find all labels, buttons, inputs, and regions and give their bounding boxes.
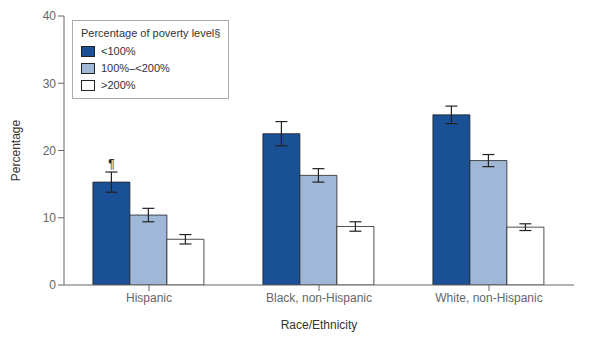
svg-text:30: 30 (43, 77, 57, 91)
svg-text:Percentage: Percentage (9, 119, 23, 181)
html-text:<100%: <100% (101, 45, 136, 57)
svg-text:10: 10 (43, 211, 57, 225)
svg-text:Race/Ethnicity: Race/Ethnicity (281, 318, 358, 332)
html-text:100%–<200%: 100%–<200% (101, 62, 170, 74)
html-text:Percentage of poverty level§: Percentage of poverty level§ (81, 27, 221, 39)
html-text:>200%: >200% (101, 79, 136, 91)
svg-text:0: 0 (49, 278, 56, 292)
svg-text:White, non-Hispanic: White, non-Hispanic (435, 291, 542, 305)
svg-text:40: 40 (43, 9, 57, 23)
svg-text:¶: ¶ (108, 157, 114, 171)
svg-text:20: 20 (43, 144, 57, 158)
svg-text:Black, non-Hispanic: Black, non-Hispanic (266, 291, 372, 305)
svg-text:Hispanic: Hispanic (126, 291, 172, 305)
